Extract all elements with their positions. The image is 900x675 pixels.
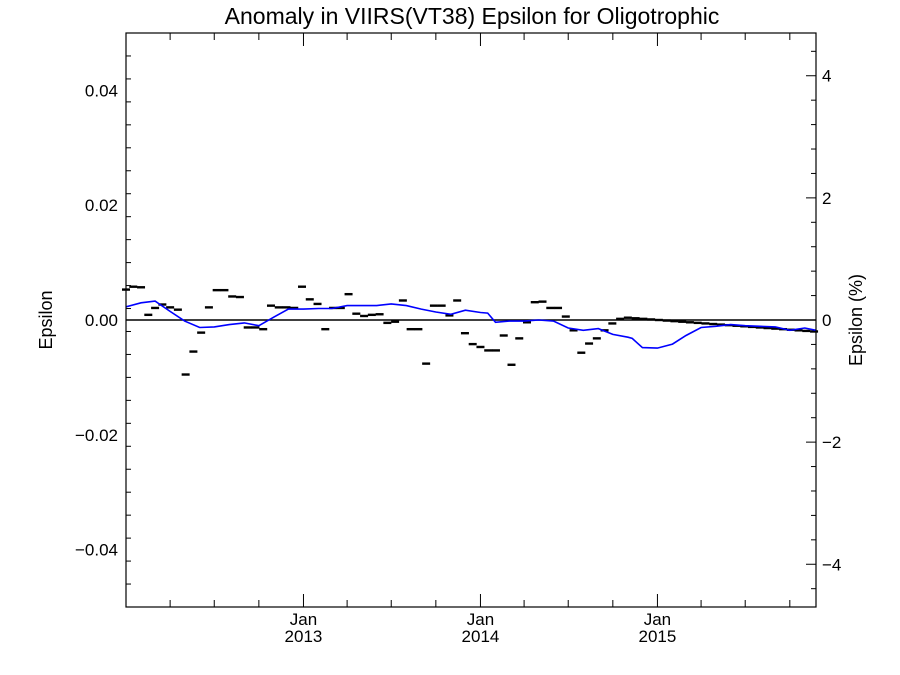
y2-axis-label: Epsilon (%) [846, 274, 866, 366]
y-tick-label: 0.04 [85, 81, 118, 100]
chart-title: Anomaly in VIIRS(VT38) Epsilon for Oligo… [225, 3, 720, 29]
x-tick-year-label: 2015 [639, 627, 677, 646]
plot-frame [125, 32, 817, 608]
x-tick-month-label: Jan [644, 610, 671, 629]
x-tick-month-label: Jan [290, 610, 317, 629]
y-tick-label: 0.00 [85, 311, 118, 330]
x-tick-month-label: Jan [467, 610, 494, 629]
y-tick-label: −0.02 [75, 426, 118, 445]
y2-tick-label: −4 [822, 555, 841, 574]
y-axis-label: Epsilon [36, 290, 56, 349]
data-marks [122, 285, 819, 376]
smoothed-series-line [125, 300, 817, 349]
y2-tick-label: 4 [822, 67, 831, 86]
x-tick-year-label: 2013 [285, 627, 323, 646]
y2-tick-label: 2 [822, 189, 831, 208]
y2-tick-label: −2 [822, 433, 841, 452]
x-tick-year-label: 2014 [462, 627, 500, 646]
y-tick-label: 0.02 [85, 196, 118, 215]
y-tick-label: −0.04 [75, 541, 118, 560]
y2-tick-label: 0 [822, 311, 831, 330]
plot-area: 0.040.020.00−0.02−0.04420−2−4Jan2013Jan2… [75, 32, 841, 646]
